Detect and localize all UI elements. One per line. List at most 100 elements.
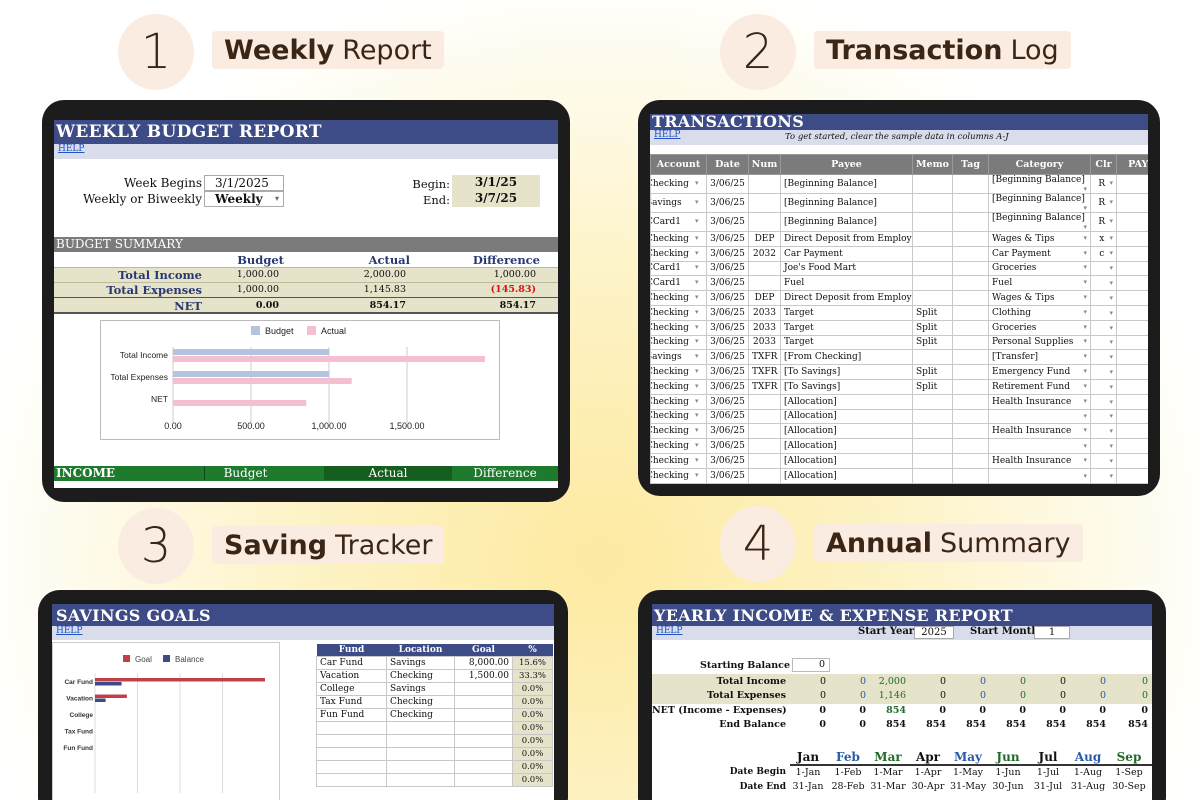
- savings-row[interactable]: 0.0%: [316, 759, 553, 774]
- col-header[interactable]: Category: [988, 154, 1091, 175]
- transaction-cell[interactable]: Checking▾: [650, 452, 707, 469]
- transaction-cell[interactable]: [952, 423, 989, 440]
- savings-cell[interactable]: [316, 720, 387, 735]
- savings-cell[interactable]: [454, 720, 513, 735]
- transaction-cell[interactable]: [952, 260, 989, 277]
- transaction-cell[interactable]: [748, 174, 781, 194]
- savings-cell[interactable]: Savings: [386, 655, 455, 670]
- transaction-cell[interactable]: [1116, 193, 1148, 213]
- transaction-row[interactable]: Checking▾3/06/252033TargetSplitPersonal …: [650, 334, 1148, 351]
- transaction-cell[interactable]: 3/06/25: [706, 408, 749, 425]
- transaction-cell[interactable]: Target: [780, 334, 913, 351]
- transaction-cell[interactable]: Checking▾: [650, 378, 707, 395]
- transaction-cell[interactable]: [912, 245, 953, 262]
- savings-cell[interactable]: 8,000.00: [454, 655, 513, 670]
- transaction-cell[interactable]: [912, 349, 953, 366]
- transaction-cell[interactable]: Fuel: [780, 275, 913, 292]
- transaction-row[interactable]: CCard1▾3/06/25 Joe's Food Mart Groceries ▾ ▾: [650, 260, 1148, 277]
- chevron-down-icon[interactable]: ▾: [1109, 308, 1113, 317]
- transaction-cell[interactable]: ▾: [1090, 423, 1117, 440]
- transaction-cell[interactable]: [952, 290, 989, 306]
- transaction-cell[interactable]: [912, 290, 953, 306]
- transaction-cell[interactable]: 10: [1116, 364, 1148, 380]
- transaction-cell[interactable]: Health Insurance ▾: [988, 393, 1091, 410]
- transaction-cell[interactable]: Personal Supplies ▾: [988, 334, 1091, 351]
- chevron-down-icon[interactable]: ▾: [1109, 397, 1113, 406]
- chevron-down-icon[interactable]: ▾: [1109, 323, 1113, 332]
- transaction-cell[interactable]: [952, 438, 989, 454]
- transaction-row[interactable]: Checking▾3/06/25[Allocation]Health Insur…: [650, 452, 1148, 469]
- chevron-down-icon[interactable]: ▾: [1083, 381, 1087, 390]
- transaction-cell[interactable]: CCard1▾: [650, 212, 707, 232]
- transaction-cell[interactable]: [952, 212, 989, 232]
- chevron-down-icon[interactable]: ▾: [1083, 278, 1087, 287]
- transaction-cell[interactable]: Checking▾: [650, 334, 707, 351]
- col-header[interactable]: Tag: [952, 154, 989, 175]
- transaction-cell[interactable]: [1116, 438, 1148, 454]
- transaction-cell[interactable]: [Allocation]: [780, 423, 913, 440]
- transaction-cell[interactable]: Wages & Tips ▾: [988, 231, 1091, 247]
- transaction-cell[interactable]: TXFR: [748, 378, 781, 395]
- transaction-cell[interactable]: Car Payment ▾: [988, 245, 1091, 262]
- transaction-cell[interactable]: Checking▾: [650, 467, 707, 484]
- savings-cell[interactable]: [454, 759, 513, 774]
- transaction-cell[interactable]: [1116, 231, 1148, 247]
- transaction-cell[interactable]: [Allocation]: [780, 438, 913, 454]
- transaction-cell[interactable]: [1116, 319, 1148, 336]
- period-select[interactable]: Weekly ▾: [204, 191, 284, 207]
- savings-row[interactable]: Tax Fund Checking 0.0%: [316, 694, 553, 709]
- transaction-cell[interactable]: [952, 452, 989, 469]
- transaction-cell[interactable]: [1116, 304, 1148, 321]
- chevron-down-icon[interactable]: ▾: [1109, 198, 1113, 206]
- transaction-cell[interactable]: ▾: [1090, 467, 1117, 484]
- transaction-cell[interactable]: 3/06/25: [706, 452, 749, 469]
- transaction-cell[interactable]: [952, 349, 989, 366]
- transaction-cell[interactable]: Checking▾: [650, 290, 707, 306]
- savings-row[interactable]: 0.0%: [316, 720, 553, 735]
- transaction-cell[interactable]: [Beginning Balance]: [780, 212, 913, 232]
- transaction-cell[interactable]: [748, 393, 781, 410]
- transaction-row[interactable]: Checking▾3/06/25[Allocation]Health Insur…: [650, 423, 1148, 440]
- transaction-cell[interactable]: [952, 304, 989, 321]
- transaction-cell[interactable]: Fuel ▾: [988, 275, 1091, 292]
- transaction-cell[interactable]: 2033: [748, 334, 781, 351]
- transaction-cell[interactable]: Direct Deposit from Employer: [780, 290, 913, 306]
- savings-cell[interactable]: [386, 746, 455, 761]
- transaction-cell[interactable]: Health Insurance ▾: [988, 452, 1091, 469]
- savings-cell[interactable]: [316, 772, 387, 787]
- transaction-cell[interactable]: R ▾: [1090, 174, 1117, 194]
- chevron-down-icon[interactable]: ▾: [1109, 179, 1113, 187]
- transaction-cell[interactable]: 1: [1116, 245, 1148, 262]
- savings-cell[interactable]: [454, 681, 513, 696]
- transaction-cell[interactable]: Retirement Fund ▾: [988, 378, 1091, 395]
- transaction-row[interactable]: Checking▾3/06/25 [Allocation] ▾ ▾: [650, 438, 1148, 454]
- transaction-cell[interactable]: [To Savings]: [780, 364, 913, 380]
- transaction-cell[interactable]: Checking▾: [650, 408, 707, 425]
- transaction-cell[interactable]: R ▾: [1090, 212, 1117, 232]
- transaction-cell[interactable]: Split: [912, 304, 953, 321]
- start-year-input[interactable]: 2025: [914, 626, 954, 639]
- transaction-cell[interactable]: 3/06/25: [706, 212, 749, 232]
- transaction-cell[interactable]: 2: [1116, 334, 1148, 351]
- transaction-cell[interactable]: Groceries ▾: [988, 319, 1091, 336]
- chevron-down-icon[interactable]: ▾: [1109, 233, 1113, 242]
- transaction-cell[interactable]: [748, 438, 781, 454]
- transaction-cell[interactable]: Split: [912, 334, 953, 351]
- transaction-cell[interactable]: Wages & Tips ▾: [988, 290, 1091, 306]
- transaction-cell[interactable]: Checking▾: [650, 174, 707, 194]
- transaction-cell[interactable]: [912, 408, 953, 425]
- transaction-cell[interactable]: CCard1▾: [650, 275, 707, 292]
- savings-cell[interactable]: Checking: [386, 694, 455, 709]
- transaction-cell[interactable]: Savings▾: [650, 193, 707, 213]
- transaction-cell[interactable]: Split: [912, 319, 953, 336]
- col-header[interactable]: Date: [706, 154, 749, 175]
- transaction-cell[interactable]: Groceries ▾: [988, 260, 1091, 277]
- chevron-down-icon[interactable]: ▾: [1109, 338, 1113, 347]
- chevron-down-icon[interactable]: ▾: [1109, 353, 1113, 362]
- transaction-cell[interactable]: 3/06/25: [706, 174, 749, 194]
- transaction-cell[interactable]: DEP: [748, 290, 781, 306]
- transaction-cell[interactable]: [912, 423, 953, 440]
